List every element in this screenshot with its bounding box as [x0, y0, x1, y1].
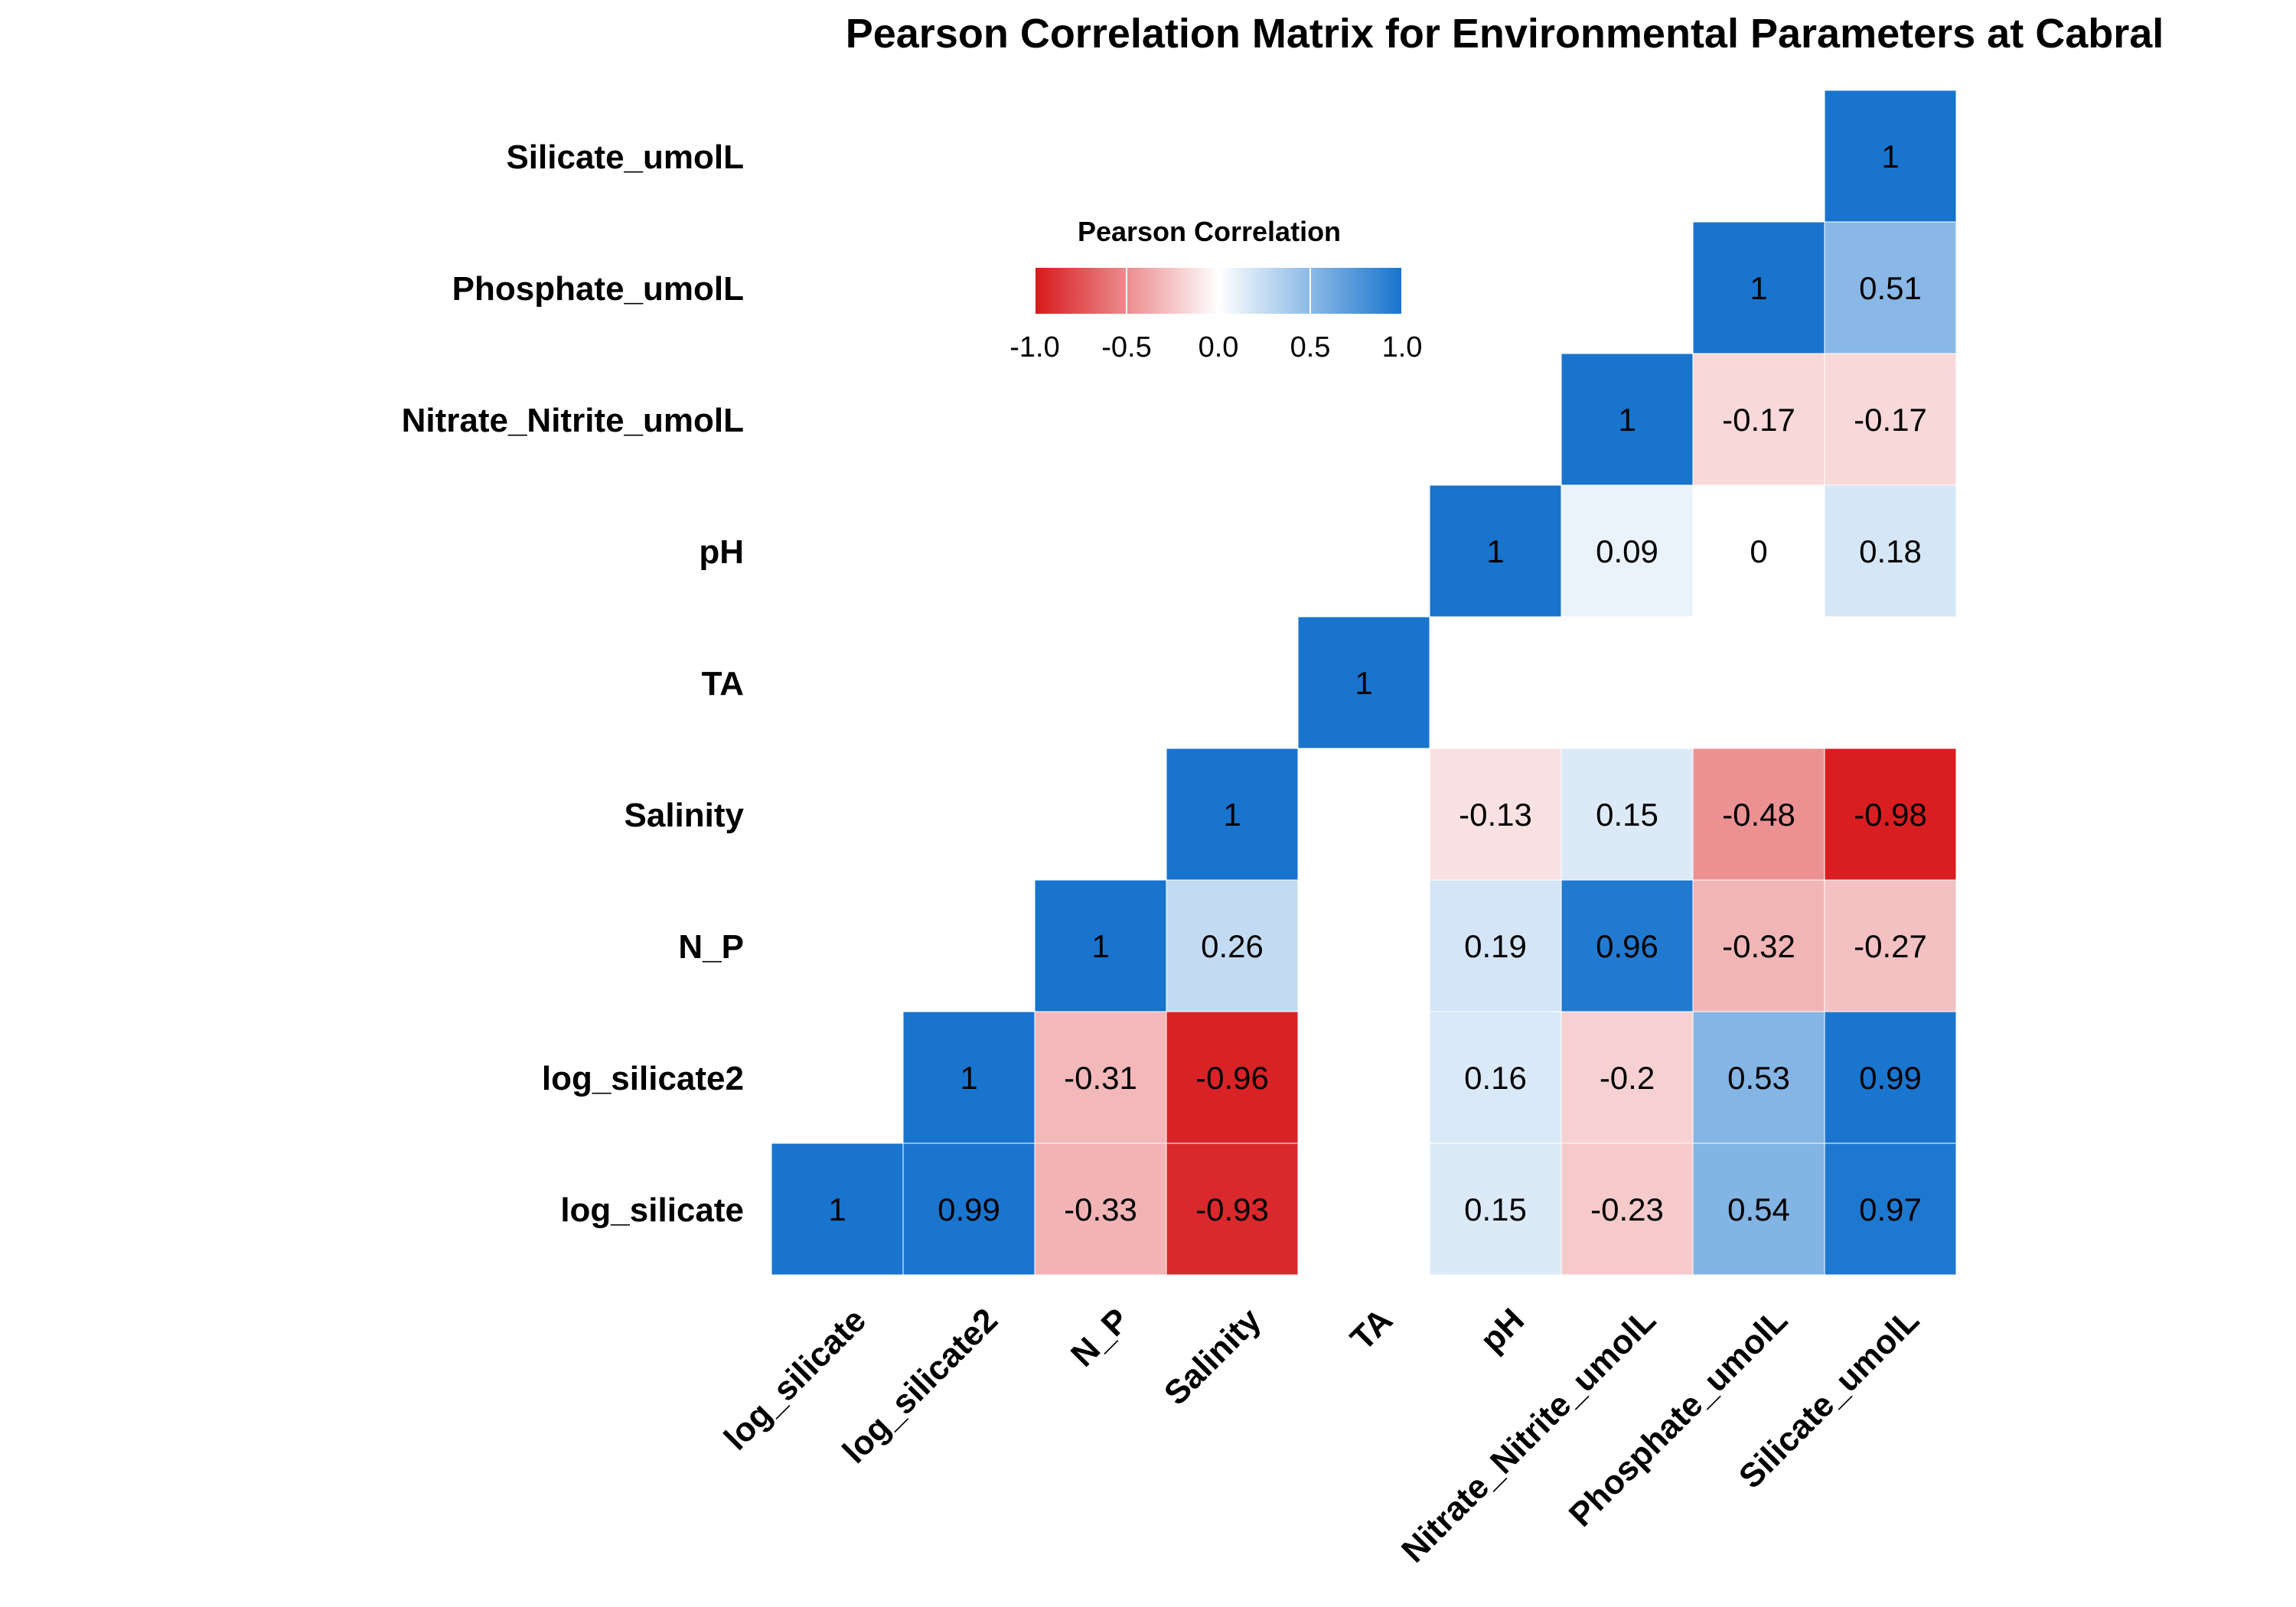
cell-value-label: 0.09	[1596, 533, 1658, 569]
x-tick-label-ph: pH	[1473, 1301, 1531, 1359]
cell-value-label: -0.2	[1600, 1060, 1655, 1096]
y-tick-label-ta: TA	[702, 665, 744, 702]
x-tick-label-nitrate-nitrite-umoll: Nitrate_Nitrite_umolL	[1394, 1301, 1663, 1570]
color-legend: Pearson Correlation -1.0 -0.5 0.0 0.5 1.0	[1009, 216, 1422, 363]
cell-value-label: 0.54	[1727, 1191, 1790, 1227]
cell-value-label: 1	[1355, 665, 1372, 701]
cell-value-label: 1	[1618, 402, 1636, 438]
cell-value-label: 0.99	[1859, 1060, 1922, 1096]
legend-tick-label: 0.0	[1199, 331, 1239, 363]
y-tick-label-log-silicate: log_silicate	[560, 1191, 744, 1229]
y-tick-label-salinity: Salinity	[625, 797, 745, 834]
legend-tick-label: 0.5	[1290, 331, 1331, 363]
cell-value-label: -0.13	[1459, 797, 1532, 833]
cell-value-label: -0.27	[1854, 928, 1927, 964]
y-tick-label-log-silicate2: log_silicate2	[542, 1060, 744, 1097]
y-tick-label-n-p: N_P	[678, 928, 744, 966]
cell-value-label: 0.97	[1859, 1191, 1922, 1227]
cell-value-label: 1	[1223, 797, 1241, 833]
y-tick-label-silicate-umoll: Silicate_umolL	[506, 139, 744, 176]
y-tick-label-phosphate-umoll: Phosphate_umolL	[452, 270, 744, 308]
cell-value-label: -0.96	[1195, 1060, 1269, 1096]
cell-value-label: -0.98	[1854, 797, 1927, 833]
cell-value-label: 0.18	[1859, 533, 1922, 569]
y-axis-labels: Silicate_umolL Phosphate_umolL Nitrate_Nit…	[402, 139, 745, 1229]
y-tick-label-ph: pH	[699, 533, 744, 571]
y-tick-label-nitrate-nitrite-umoll: Nitrate_Nitrite_umolL	[402, 402, 744, 439]
cell-value-label: 0.16	[1464, 1060, 1527, 1096]
cell-value-label: 0.99	[938, 1191, 1000, 1227]
cell-value-label: 0.26	[1201, 928, 1264, 964]
x-tick-label-ta: TA	[1343, 1301, 1400, 1358]
chart-title: Pearson Correlation Matrix for Environme…	[846, 11, 2164, 57]
legend-tick-label: 1.0	[1382, 331, 1423, 363]
cell-value-label: 0.15	[1596, 797, 1658, 833]
cell-value-label: -0.48	[1722, 797, 1795, 833]
cell-value-label: 1	[1486, 533, 1504, 569]
cell-value-label: -0.17	[1722, 402, 1795, 438]
cell-value-label: 1	[1750, 270, 1767, 306]
cell-value-label: -0.31	[1064, 1060, 1137, 1096]
cell-value-label: -0.32	[1722, 928, 1795, 964]
cell-value-label: 1	[960, 1060, 977, 1096]
legend-title: Pearson Correlation	[1078, 216, 1341, 247]
cell-value-label: 0.53	[1727, 1060, 1790, 1096]
cell-value-label: 0.51	[1859, 270, 1922, 306]
cell-value-label: 1	[1091, 928, 1109, 964]
cell-value-label: 1	[828, 1191, 846, 1227]
cell-value-label: -0.17	[1854, 402, 1927, 438]
x-tick-label-salinity: Salinity	[1157, 1301, 1269, 1413]
x-tick-label-phosphate-umoll: Phosphate_umolL	[1562, 1301, 1795, 1534]
x-tick-label-n-p: N_P	[1064, 1301, 1137, 1374]
cell-value-label: -0.93	[1195, 1191, 1269, 1227]
cell-value-label: 0.96	[1596, 928, 1658, 964]
cell-value-label: -0.23	[1590, 1191, 1664, 1227]
legend-tick-label: -0.5	[1101, 331, 1151, 363]
legend-tick-label: -1.0	[1009, 331, 1059, 363]
cell-value-label: 0.15	[1464, 1191, 1527, 1227]
cell-value-label: -0.33	[1064, 1191, 1137, 1227]
cell-value-label: 1	[1881, 139, 1899, 174]
cell-value-label: 0.19	[1464, 928, 1527, 964]
cell-value-label: 0	[1750, 533, 1767, 569]
